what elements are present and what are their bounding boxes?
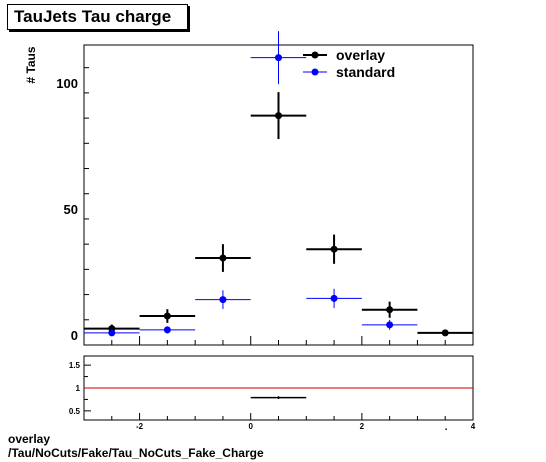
y-tick-label: 0 bbox=[71, 328, 78, 343]
x-axis-label: charge bbox=[439, 428, 472, 430]
legend-marker-standard bbox=[311, 68, 319, 76]
footer-line-1: overlay bbox=[8, 432, 51, 446]
ratio-series-group bbox=[250, 396, 307, 399]
legend-marker-overlay bbox=[311, 51, 319, 59]
ratio-x-tick-label: -2 bbox=[136, 422, 144, 430]
legend-label-overlay: overlay bbox=[336, 47, 385, 63]
legend-label-standard: standard bbox=[336, 64, 395, 80]
chart-area: 0 50 100 0.5 1 1.5 -2 0 2 4 # Taus charge overla… bbox=[24, 31, 476, 430]
footer-line-2: /Tau/NoCuts/Fake/Tau_NoCuts_Fake_Charge bbox=[8, 446, 264, 460]
ratio-x-tick-label: 0 bbox=[248, 422, 253, 430]
main-plot-frame bbox=[83, 44, 474, 346]
main-series-group bbox=[84, 31, 473, 337]
legend: overlay standard bbox=[303, 47, 395, 80]
footer-caption: overlay /Tau/NoCuts/Fake/Tau_NoCuts_Fake… bbox=[8, 432, 264, 460]
data-point bbox=[386, 321, 394, 329]
ratio-x-tick-label: 4 bbox=[471, 422, 476, 430]
y-tick-label: 100 bbox=[56, 76, 78, 91]
data-point bbox=[108, 329, 116, 337]
data-point bbox=[219, 254, 227, 262]
y-axis-label: # Taus bbox=[24, 46, 38, 83]
data-point bbox=[163, 326, 171, 334]
ratio-x-tick-label: 2 bbox=[360, 422, 365, 430]
data-point bbox=[275, 54, 282, 62]
ratio-y-tick-label: 1.5 bbox=[69, 361, 81, 370]
data-point bbox=[163, 312, 171, 320]
data-point bbox=[330, 245, 338, 253]
chart-title: TauJets Tau charge bbox=[14, 7, 172, 26]
y-tick-label: 50 bbox=[64, 202, 78, 217]
ratio-axes: 0.5 1 1.5 -2 0 2 4 bbox=[69, 361, 476, 430]
data-point bbox=[219, 296, 227, 304]
chart-title-box: TauJets Tau charge bbox=[7, 4, 188, 30]
ratio-y-tick-label: 1 bbox=[76, 384, 81, 393]
data-point bbox=[441, 329, 449, 337]
ratio-y-tick-label: 0.5 bbox=[69, 407, 81, 416]
data-point bbox=[386, 306, 394, 314]
data-point bbox=[330, 294, 338, 302]
data-point bbox=[275, 112, 282, 120]
main-y-axis: 0 50 100 bbox=[56, 67, 474, 346]
